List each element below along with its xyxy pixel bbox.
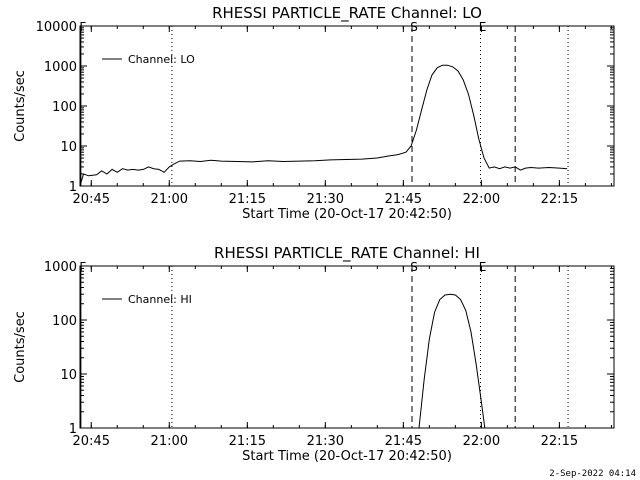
x-tick-label: 22:15 <box>541 434 578 449</box>
y-tick-label: 1 <box>69 180 77 195</box>
event-marker-label: S <box>410 20 418 34</box>
x-tick-label: 21:45 <box>385 192 422 207</box>
event-marker-label: S <box>410 260 418 274</box>
x-tick-label: 21:15 <box>229 192 266 207</box>
x-tick-label: 21:15 <box>229 434 266 449</box>
x-tick-label: 21:30 <box>307 434 344 449</box>
footer-timestamp: 2-Sep-2022 04:14 <box>549 469 636 479</box>
x-tick-label: 20:45 <box>73 434 110 449</box>
chart-title: RHESSI PARTICLE_RATE Channel: LO <box>212 4 482 23</box>
series-line <box>418 293 486 428</box>
y-tick-label: 100 <box>52 100 77 115</box>
x-tick-label: 21:45 <box>385 434 422 449</box>
event-marker-label: F <box>79 260 86 274</box>
x-tick-label: 22:15 <box>541 192 578 207</box>
event-marker-label: E <box>479 20 487 34</box>
y-axis-label: Counts/sec <box>13 70 28 142</box>
y-tick-label: 10000 <box>36 20 77 35</box>
y-tick-label: 1000 <box>44 260 77 275</box>
series-line <box>80 64 568 186</box>
chart-title: RHESSI PARTICLE_RATE Channel: HI <box>214 244 480 263</box>
legend-label: Channel: HI <box>128 293 192 306</box>
x-tick-label: 22:00 <box>463 434 500 449</box>
event-marker-label: F <box>79 20 86 34</box>
x-tick-label: 21:00 <box>151 434 188 449</box>
x-tick-label: 20:45 <box>73 192 110 207</box>
x-axis-label: Start Time (20-Oct-17 20:42:50) <box>242 207 452 222</box>
x-tick-label: 21:00 <box>151 192 188 207</box>
event-marker-label: E <box>479 260 487 274</box>
y-axis-label: Counts/sec <box>13 311 28 383</box>
x-tick-label: 22:00 <box>463 192 500 207</box>
chart-panel-1: RHESSI PARTICLE_RATE Channel: HI 20:45 21:… <box>13 244 615 464</box>
y-tick-label: 1000 <box>44 60 77 75</box>
chart-panel-0: RHESSI PARTICLE_RATE Channel: LO 20:45 21:… <box>13 4 615 222</box>
legend-label: Channel: LO <box>128 53 195 66</box>
y-tick-label: 100 <box>52 314 77 329</box>
y-tick-label: 1 <box>69 422 77 437</box>
y-tick-label: 10 <box>60 368 77 383</box>
y-tick-label: 10 <box>60 140 77 155</box>
plot-frame <box>79 265 615 429</box>
x-tick-label: 21:30 <box>307 192 344 207</box>
x-axis-label: Start Time (20-Oct-17 20:42:50) <box>242 449 452 464</box>
